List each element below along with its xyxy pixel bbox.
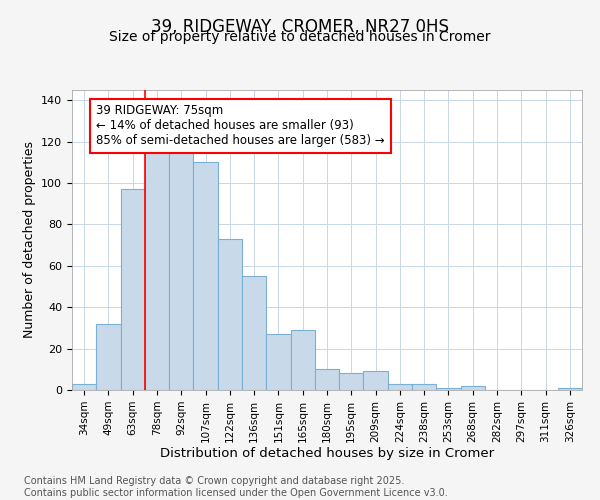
Bar: [72, 384, 96, 390]
Bar: [461, 386, 485, 390]
Text: 39, RIDGEWAY, CROMER, NR27 0HS: 39, RIDGEWAY, CROMER, NR27 0HS: [151, 18, 449, 36]
Bar: [145, 152, 169, 390]
Bar: [388, 384, 412, 390]
Text: 39 RIDGEWAY: 75sqm
← 14% of detached houses are smaller (93)
85% of semi-detache: 39 RIDGEWAY: 75sqm ← 14% of detached hou…: [96, 104, 385, 148]
Bar: [96, 324, 121, 390]
Text: Contains HM Land Registry data © Crown copyright and database right 2025.
Contai: Contains HM Land Registry data © Crown c…: [24, 476, 448, 498]
Bar: [436, 388, 461, 390]
Bar: [218, 239, 242, 390]
Bar: [364, 372, 388, 390]
Bar: [121, 190, 145, 390]
Text: Size of property relative to detached houses in Cromer: Size of property relative to detached ho…: [109, 30, 491, 44]
Bar: [339, 374, 364, 390]
Bar: [242, 276, 266, 390]
Bar: [193, 162, 218, 390]
Bar: [315, 370, 339, 390]
Bar: [290, 330, 315, 390]
Bar: [558, 388, 582, 390]
Bar: [412, 384, 436, 390]
Bar: [266, 334, 290, 390]
X-axis label: Distribution of detached houses by size in Cromer: Distribution of detached houses by size …: [160, 448, 494, 460]
Bar: [169, 152, 193, 390]
Y-axis label: Number of detached properties: Number of detached properties: [23, 142, 35, 338]
